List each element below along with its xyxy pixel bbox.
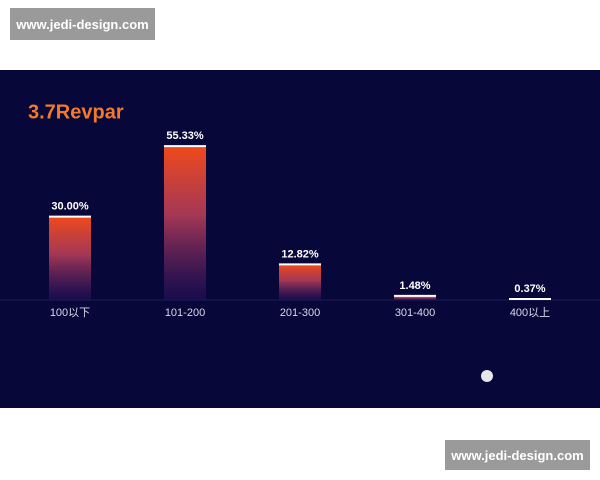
decor-dot [481,370,493,382]
x-tick-label: 400以上 [510,306,550,319]
watermark: www.jedi-design.com [10,8,155,40]
chart-title: 3.7Revpar [28,101,124,123]
chart: 3.7Revpar 30.00% 100以下 55.33% 101-200 12.82%… [0,70,600,408]
bar [279,264,321,300]
value-label: 1.48% [399,280,430,292]
value-label: 12.82% [281,248,319,260]
watermark: www.jedi-design.com [445,440,590,470]
value-label: 0.37% [514,283,545,295]
bar [49,216,91,300]
panel [0,70,600,408]
value-label: 55.33% [166,130,204,142]
bar [394,295,436,300]
x-tick-label: 100以下 [50,307,90,319]
x-tick-label: 101-200 [165,307,205,319]
x-tick-label: 201-300 [280,307,320,319]
bar [164,146,206,300]
x-tick-label: 301-400 [395,307,435,319]
value-label: 30.00% [51,201,89,213]
